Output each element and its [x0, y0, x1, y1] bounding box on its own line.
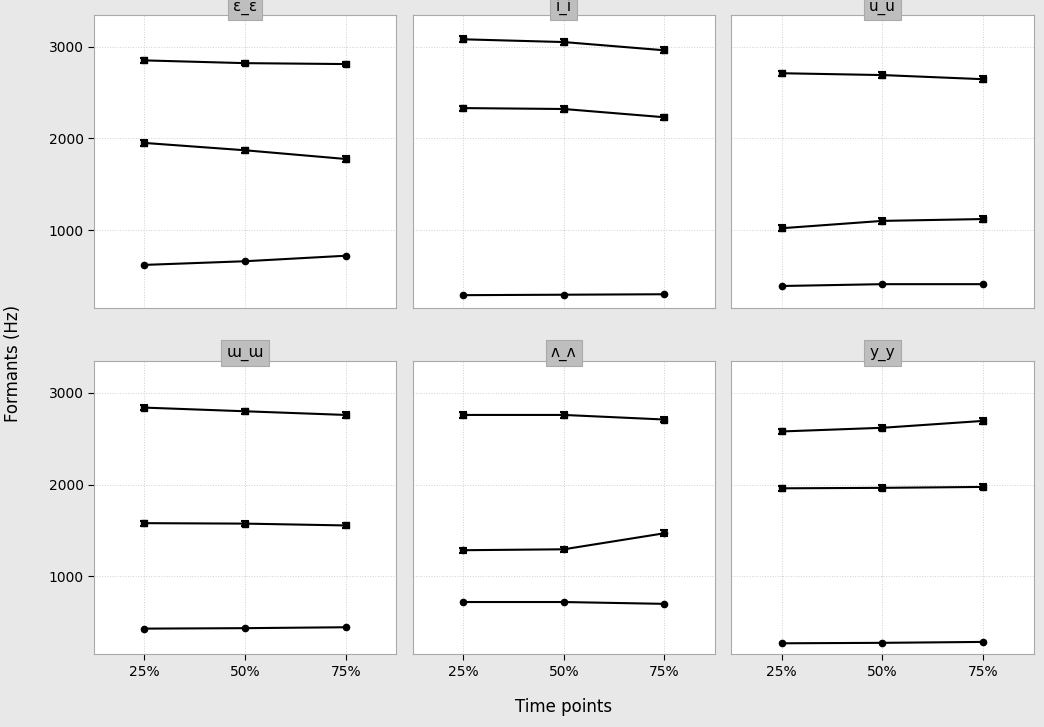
Text: ʌ_ʌ: ʌ_ʌ: [551, 346, 576, 361]
Text: Formants (Hz): Formants (Hz): [3, 305, 22, 422]
Text: ε_ε: ε_ε: [233, 0, 257, 15]
Text: ɯ_ɯ: ɯ_ɯ: [227, 346, 264, 361]
Text: y_y: y_y: [870, 346, 896, 361]
Text: Time points: Time points: [515, 698, 613, 716]
Text: u_u: u_u: [869, 0, 896, 15]
Text: i_i: i_i: [555, 0, 572, 15]
